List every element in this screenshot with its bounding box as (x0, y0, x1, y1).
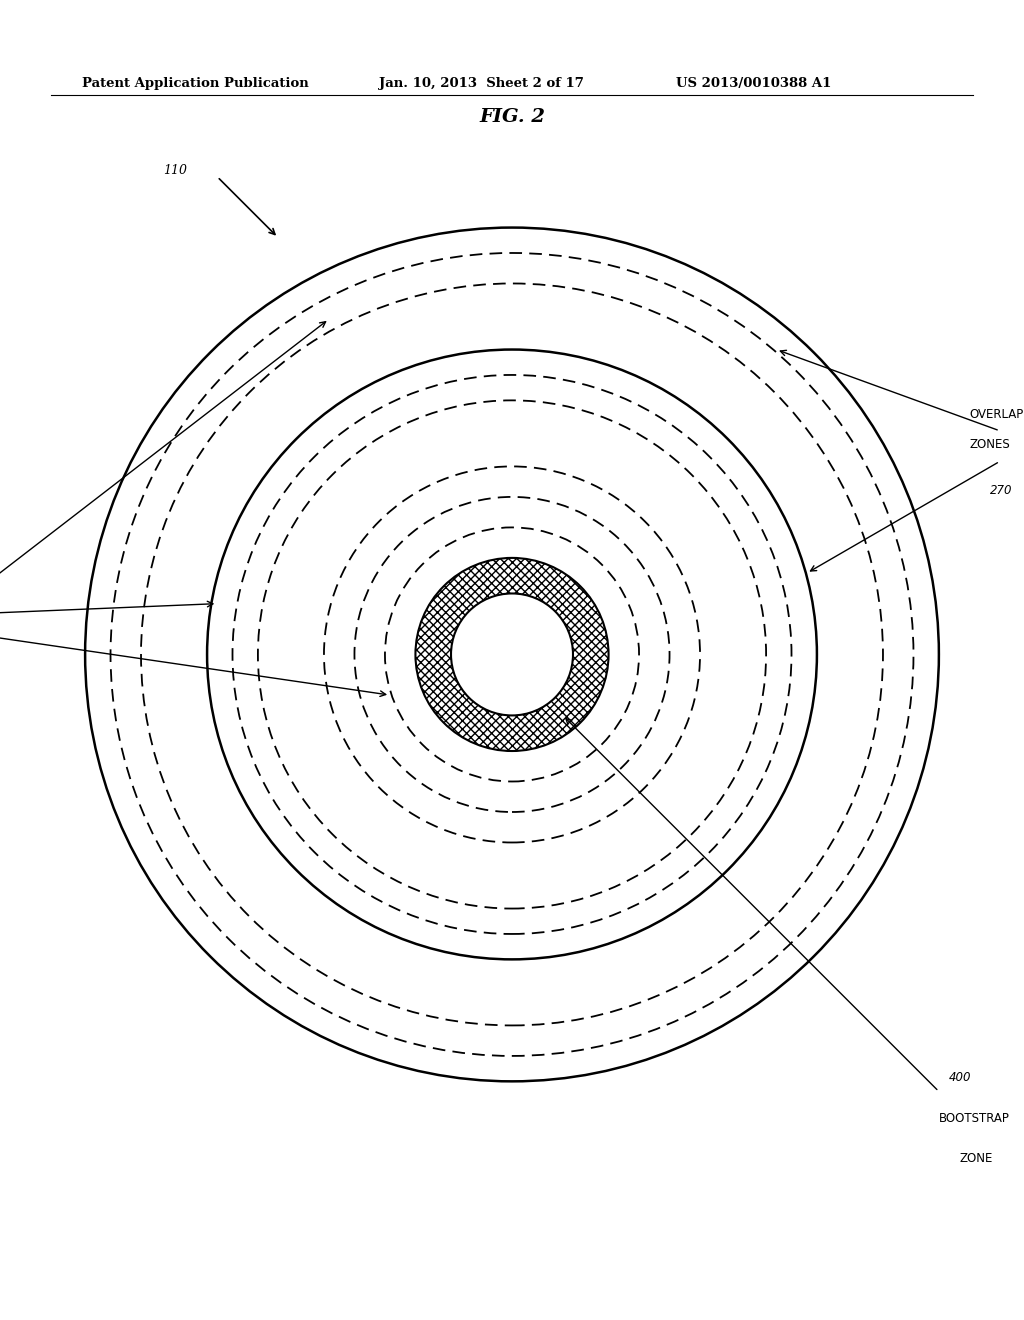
Text: US 2013/0010388 A1: US 2013/0010388 A1 (676, 77, 831, 90)
Text: 110: 110 (163, 164, 186, 177)
Text: FIG. 2: FIG. 2 (479, 108, 545, 125)
Text: Jan. 10, 2013  Sheet 2 of 17: Jan. 10, 2013 Sheet 2 of 17 (379, 77, 584, 90)
Text: ZONES: ZONES (970, 438, 1010, 451)
Text: BOOTSTRAP: BOOTSTRAP (939, 1111, 1010, 1125)
Circle shape (451, 594, 573, 715)
Text: 400: 400 (949, 1072, 972, 1084)
Text: 270: 270 (990, 484, 1012, 496)
Text: Patent Application Publication: Patent Application Publication (82, 77, 308, 90)
Text: ZONE: ZONE (959, 1152, 992, 1166)
Text: OVERLAP: OVERLAP (970, 408, 1024, 421)
